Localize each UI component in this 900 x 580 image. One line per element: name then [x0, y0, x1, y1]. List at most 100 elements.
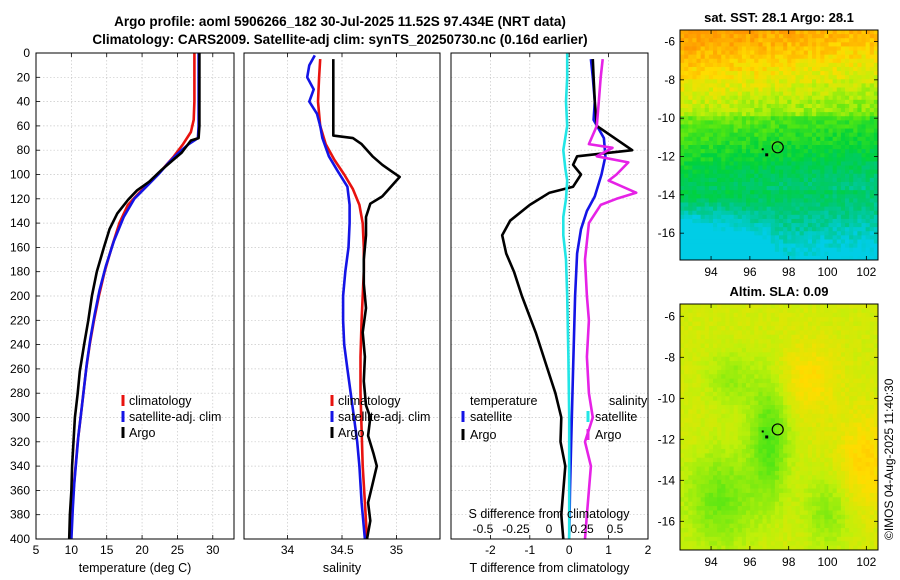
series-satellite-adj-clim	[305, 54, 367, 540]
series-s-argo	[583, 58, 638, 540]
legend-label: Argo	[470, 428, 496, 442]
map-y-tick-label: -6	[664, 35, 675, 49]
legend-label: satellite-adj. clim	[129, 410, 221, 424]
panel-frame	[450, 52, 649, 540]
s-tick-label: 0.5	[607, 522, 624, 536]
x-tick-label: -1	[524, 543, 535, 557]
x-tick-label: 20	[135, 543, 149, 557]
y-tick-label: 400	[10, 532, 30, 546]
argo-track-dot	[761, 148, 764, 151]
sst-map-title: sat. SST: 28.1 Argo: 28.1	[704, 10, 854, 25]
y-tick-label: 100	[10, 168, 30, 182]
legend-label: Argo	[338, 426, 364, 440]
x-tick-label: 30	[206, 543, 220, 557]
argo-track-dot	[761, 430, 764, 433]
x-tick-label: 15	[100, 543, 114, 557]
y-tick-label: 380	[10, 508, 30, 522]
legend-label: Argo	[129, 426, 155, 440]
s-tick-label: 0	[546, 522, 553, 536]
legend-heading-salinity: salinity	[609, 394, 648, 408]
legend-label: satellite	[470, 410, 512, 424]
y-tick-label: 340	[10, 459, 30, 473]
series-t-satellite	[567, 58, 607, 540]
y-tick-label: 40	[17, 95, 31, 109]
x-axis-label: salinity	[323, 561, 362, 575]
sst-heatmap	[680, 30, 879, 261]
map-x-tick-label: 96	[743, 265, 757, 279]
x-tick-label: 34.5	[330, 543, 354, 557]
figure-title-line1: Argo profile: aoml 5906266_182 30-Jul-20…	[114, 14, 566, 29]
sla-heatmap	[680, 304, 879, 551]
series-argo	[67, 53, 201, 540]
map-y-tick-label: -12	[658, 432, 676, 446]
x-tick-label: 1	[605, 543, 612, 557]
map-y-tick-label: -12	[658, 150, 676, 164]
argo-location-marker	[771, 141, 784, 154]
series-t-argo	[500, 59, 634, 540]
y-tick-label: 280	[10, 386, 30, 400]
map-y-tick-label: -6	[664, 309, 675, 323]
x-tick-label: 34	[281, 543, 295, 557]
map-y-tick-label: -10	[658, 391, 676, 405]
map-frame	[679, 303, 879, 551]
legend-label: climatology	[338, 394, 401, 408]
legend-label: Argo	[595, 428, 621, 442]
x-axis-label: T difference from climatology	[469, 561, 630, 575]
y-tick-label: 240	[10, 338, 30, 352]
y-tick-label: 120	[10, 192, 30, 206]
map-y-tick-label: -14	[658, 473, 676, 487]
y-tick-label: 80	[17, 143, 31, 157]
s-tick-label: -0.5	[473, 522, 494, 536]
legend-heading-temperature: temperature	[470, 394, 537, 408]
y-tick-label: 0	[23, 46, 30, 60]
map-y-tick-label: -10	[658, 111, 676, 125]
series-s-satellite	[561, 53, 571, 539]
legend-label: climatology	[129, 394, 192, 408]
map-y-tick-label: -8	[664, 350, 675, 364]
x-tick-label: 2	[645, 543, 652, 557]
y-tick-label: 140	[10, 216, 30, 230]
y-tick-label: 200	[10, 289, 30, 303]
map-x-tick-label: 100	[818, 555, 838, 569]
s-tick-label: -0.25	[502, 522, 530, 536]
map-y-tick-label: -16	[658, 226, 676, 240]
x-tick-label: 5	[33, 543, 40, 557]
y-tick-label: 220	[10, 313, 30, 327]
y-tick-label: 60	[17, 119, 31, 133]
y-tick-label: 160	[10, 240, 30, 254]
credit-stamp: ©IMOS 04-Aug-2025 11:40:30	[882, 378, 896, 540]
s-tick-label: 0.25	[570, 522, 594, 536]
x-tick-label: -2	[485, 543, 496, 557]
map-y-tick-label: -8	[664, 73, 675, 87]
panel-frame	[243, 52, 441, 540]
y-tick-label: 320	[10, 435, 30, 449]
argo-track-dot	[765, 435, 769, 439]
map-frame	[679, 29, 879, 261]
legend-label: satellite	[595, 410, 637, 424]
argo-track-dot	[765, 153, 769, 157]
x-tick-label: 10	[65, 543, 79, 557]
map-x-tick-label: 98	[782, 265, 796, 279]
map-x-tick-label: 102	[856, 265, 876, 279]
map-y-tick-label: -14	[658, 188, 676, 202]
legend-label: satellite-adj. clim	[338, 410, 430, 424]
x-tick-label: 25	[171, 543, 185, 557]
y-tick-label: 360	[10, 483, 30, 497]
map-x-tick-label: 100	[818, 265, 838, 279]
map-x-tick-label: 102	[856, 555, 876, 569]
y-tick-label: 300	[10, 411, 30, 425]
sla-map-title-line1: Altim. SLA: 0.09	[729, 284, 829, 299]
y-tick-label: 20	[17, 70, 31, 84]
x-tick-label: 35	[390, 543, 404, 557]
series-argo	[331, 59, 402, 540]
map-x-tick-label: 94	[704, 265, 718, 279]
argo-location-marker	[771, 423, 784, 436]
x-axis-label: temperature (deg C)	[79, 561, 192, 575]
figure-title-line2: Climatology: CARS2009. Satellite-adj cli…	[92, 32, 588, 47]
map-x-tick-label: 94	[704, 555, 718, 569]
s-axis-label: S difference from climatology	[469, 507, 631, 521]
y-tick-label: 260	[10, 362, 30, 376]
x-tick-label: 0	[566, 543, 573, 557]
map-x-tick-label: 96	[743, 555, 757, 569]
